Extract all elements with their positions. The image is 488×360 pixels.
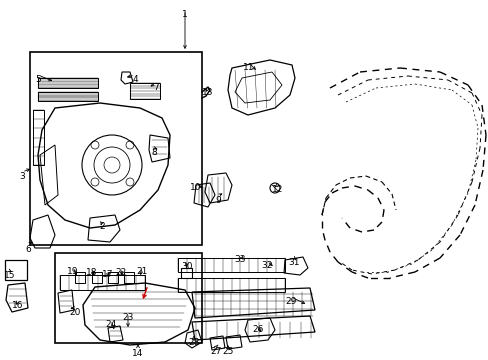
Text: 1: 1: [182, 10, 187, 19]
Text: 31: 31: [287, 258, 299, 267]
Text: 23: 23: [122, 313, 133, 322]
Text: 18: 18: [86, 268, 98, 277]
Text: 3: 3: [19, 172, 25, 181]
Text: 12: 12: [272, 185, 283, 194]
Text: 26: 26: [252, 325, 263, 334]
Text: 30: 30: [181, 262, 192, 271]
Text: 2: 2: [99, 222, 104, 231]
Text: 14: 14: [132, 349, 143, 358]
Text: 25: 25: [222, 347, 233, 356]
Text: 16: 16: [12, 301, 24, 310]
Text: 21: 21: [136, 267, 147, 276]
Text: 32: 32: [261, 261, 272, 270]
Text: 4: 4: [132, 75, 138, 84]
Text: 33: 33: [234, 255, 245, 264]
Text: 8: 8: [151, 148, 157, 157]
Text: 29: 29: [285, 297, 296, 306]
Text: 28: 28: [188, 338, 199, 347]
Text: 13: 13: [202, 88, 213, 97]
Text: 24: 24: [105, 320, 116, 329]
Text: 22: 22: [115, 268, 126, 277]
Text: 20: 20: [69, 308, 81, 317]
Text: 10: 10: [190, 183, 202, 192]
Text: 17: 17: [102, 270, 114, 279]
Text: 27: 27: [210, 347, 221, 356]
Bar: [30, 52, 202, 245]
Text: 11: 11: [243, 63, 254, 72]
Text: 6: 6: [25, 245, 31, 254]
Text: 19: 19: [67, 267, 79, 276]
Text: 15: 15: [4, 271, 16, 280]
Text: 5: 5: [35, 75, 41, 84]
Bar: [55, 253, 202, 343]
Text: 7: 7: [153, 83, 159, 92]
Text: 9: 9: [215, 196, 221, 205]
